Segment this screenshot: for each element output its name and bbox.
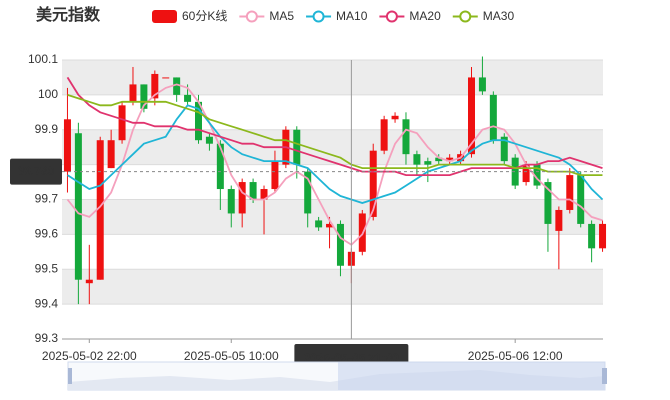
candle-body [577,175,585,224]
legend-item[interactable]: MA30 [452,9,515,23]
candle-body [96,140,104,280]
candle-body [544,182,552,224]
legend-item[interactable]: 60分K线 [152,9,227,23]
candle-body [391,115,399,120]
candle-body [500,136,508,162]
candle-body [326,223,334,228]
candle-body [522,164,530,183]
legend-swatch [312,10,325,23]
candle-body [555,209,563,231]
chart-title: 美元指数 [36,5,101,24]
candle-body [599,223,607,249]
legend-item[interactable]: MA5 [239,9,294,23]
candle-body [271,161,279,190]
candle-body [446,157,454,162]
candle-body [468,77,475,155]
candle-body [162,77,170,79]
y-tick-label: 99.4 [35,296,59,310]
candle-body [140,84,148,109]
y-tick-label: 99.6 [35,227,59,241]
candle-body [216,143,224,190]
candle-body [369,150,377,217]
candle-body [336,223,344,266]
ma-line [67,94,603,176]
legend-swatch [385,10,398,23]
candle-body [173,77,181,95]
y-tick-label: 100.1 [28,52,58,66]
legend: 60分K线 MA5 MA10 MA20 MA30 [152,9,514,23]
candle-body [227,189,235,214]
y-tick-label: 99.7 [35,192,59,206]
candle-body [184,94,192,102]
y-tick-label: 100 [38,87,58,101]
candle-body [85,279,93,284]
candle-body [413,154,421,165]
candle-body [304,171,312,214]
zoom-slider[interactable] [67,361,607,391]
crosshair-y-box [10,158,62,185]
grid-band [62,269,603,305]
candle-body [238,182,246,214]
candle-body [315,220,323,228]
ma-line [66,83,603,246]
legend-swatch [152,10,177,23]
candle-body [195,101,202,141]
legend-item[interactable]: MA20 [379,9,441,23]
y-tick-label: 99.3 [35,331,59,345]
candle-body [511,157,519,186]
grid-band [62,129,603,165]
candle-body [129,84,137,102]
candle-body [424,161,432,165]
candle-body [402,119,410,155]
legend-item[interactable]: MA10 [306,9,368,23]
candle-body [566,175,574,210]
legend-label: 60分K线 [182,9,227,23]
y-tick-label: 99.5 [35,261,59,275]
legend-swatch [459,10,472,23]
candle-body [478,77,486,92]
candle-body [260,189,268,200]
candle-body [435,157,443,162]
candle-body [489,94,497,141]
candle-body [380,119,388,151]
candle-body [107,140,115,169]
zoom-window[interactable] [338,362,605,390]
legend-label: MA10 [336,9,368,23]
y-tick-label: 99.9 [35,122,59,136]
x-tick-label: 2025-05-05 10:00 [184,349,279,363]
candle-body [74,133,82,280]
crosshair-y-label: 99.780 [18,164,55,178]
grid-band [62,199,603,235]
candle-body [63,119,71,172]
legend-label: MA5 [269,9,294,23]
candle-body [249,182,257,200]
candle-body [151,73,159,99]
candle-body [533,164,541,186]
candle-body [293,129,301,165]
x-tick-label: 2025-05-06 12:00 [468,349,563,363]
candle-body [118,105,126,141]
zoom-handle[interactable] [602,368,607,384]
ma-line [67,104,604,204]
legend-label: MA20 [409,9,441,23]
zoom-handle[interactable] [68,368,72,384]
legend-swatch [245,10,258,23]
candle-body [205,136,213,144]
candle-body [588,223,596,249]
x-tick-label: 2025-05-02 22:00 [42,349,137,363]
legend-label: MA30 [483,9,515,23]
